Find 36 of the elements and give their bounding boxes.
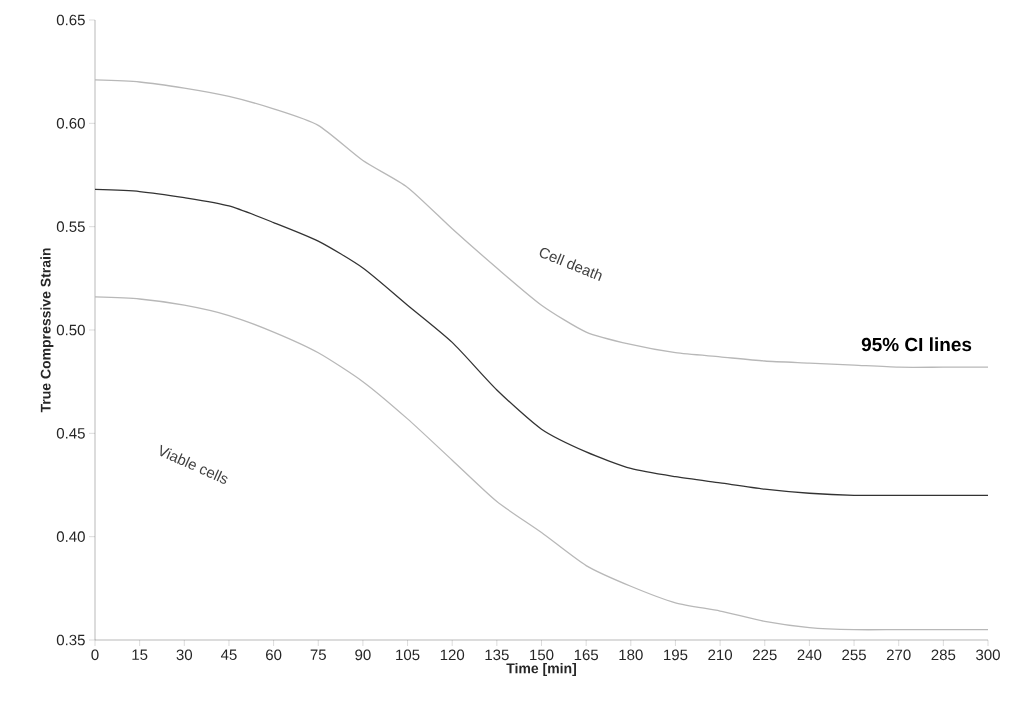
- x-tick-label: 105: [396, 649, 420, 661]
- x-tick-label: 90: [355, 649, 371, 661]
- x-tick-label: 270: [886, 649, 911, 661]
- annotation: Viable cells: [160, 444, 228, 484]
- x-tick-label: 240: [797, 649, 822, 661]
- line-series: [94, 79, 989, 368]
- x-tick-label: 15: [132, 649, 148, 660]
- x-tick-label: 165: [574, 649, 599, 661]
- x-tick-label: 0: [91, 649, 99, 661]
- y-tick-label: 0.60: [56, 118, 85, 129]
- x-tick-label: 210: [708, 649, 733, 661]
- y-tick-label: 0.65: [56, 14, 85, 26]
- x-tick-label: 195: [664, 649, 688, 661]
- x-tick-label: 255: [842, 649, 866, 661]
- annotation: 95% CI lines: [861, 337, 972, 352]
- y-tick-label: 0.35: [56, 634, 85, 646]
- y-tick-label: 0.45: [56, 428, 85, 439]
- y-tick-label: 0.50: [56, 324, 85, 336]
- x-tick-label: 300: [976, 649, 1000, 661]
- x-tick-label: 45: [220, 649, 237, 660]
- y-axis-title: True Compressive Strain: [40, 248, 54, 413]
- x-tick-label: 30: [176, 649, 193, 661]
- x-tick-label: 150: [530, 649, 554, 661]
- annotation: Cell death: [539, 247, 602, 281]
- x-axis-title: Time [min]: [506, 663, 576, 677]
- x-tick-label: 75: [310, 649, 326, 660]
- line-series: [94, 296, 989, 631]
- x-tick-label: 120: [440, 649, 465, 661]
- y-tick-label: 0.40: [56, 531, 85, 542]
- x-tick-label: 135: [485, 649, 509, 661]
- line-series: [94, 188, 989, 497]
- y-tick-label: 0.55: [56, 221, 85, 232]
- x-tick-label: 180: [619, 649, 643, 661]
- x-tick-label: 60: [266, 649, 282, 661]
- x-tick-label: 285: [931, 649, 956, 661]
- x-tick-label: 225: [752, 649, 777, 661]
